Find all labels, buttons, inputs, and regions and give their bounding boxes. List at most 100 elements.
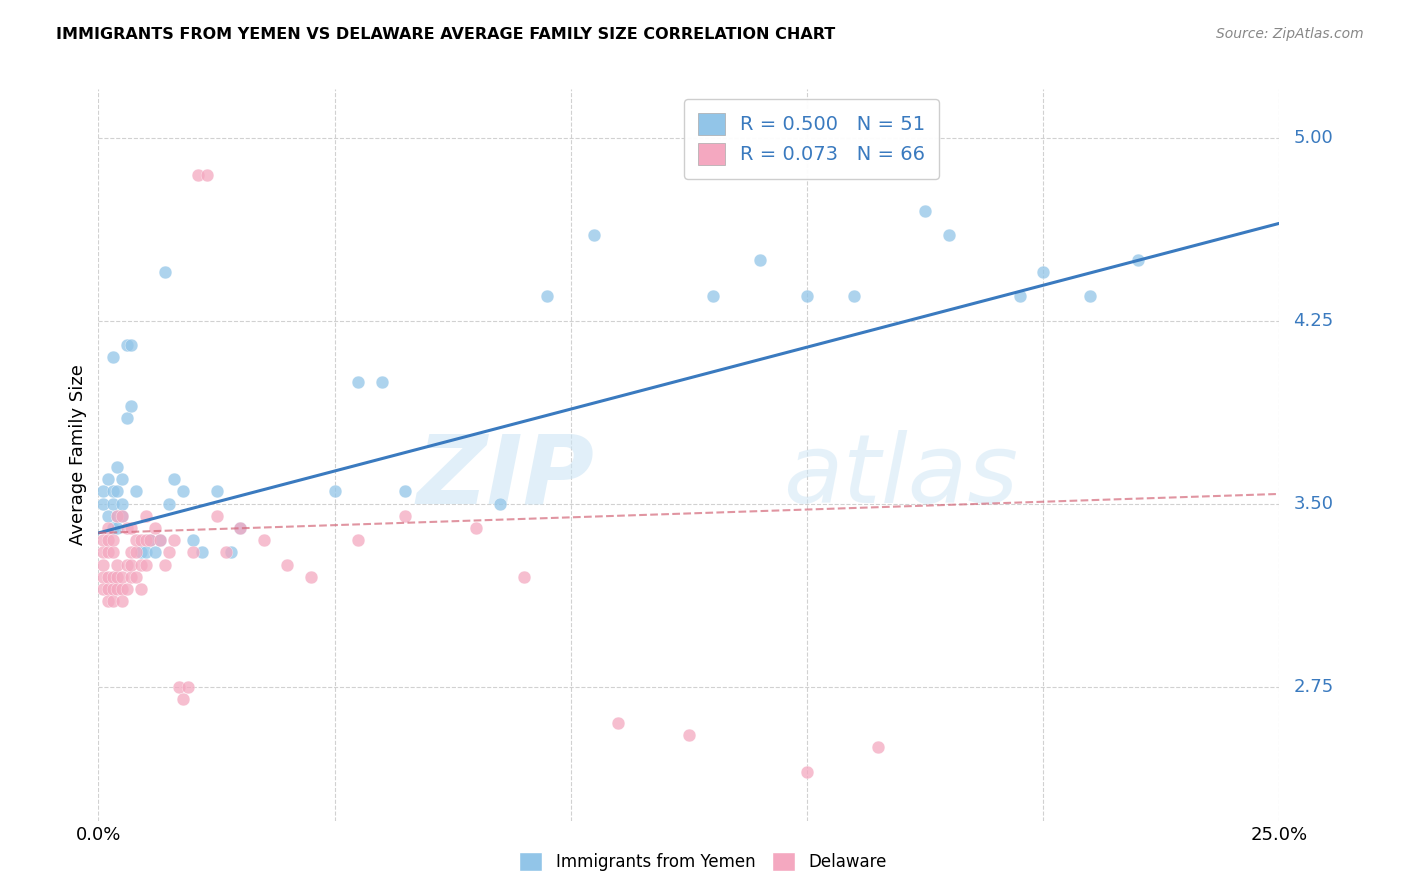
Point (105, 570, 128, 584)
Point (91, 570, 114, 584)
Point (105, 484, 128, 499)
Point (101, 533, 124, 548)
Point (172, 484, 194, 499)
Point (139, 533, 162, 548)
Point (205, 484, 228, 499)
Point (394, 508, 416, 523)
Point (938, 228, 960, 243)
Point (157, 545, 180, 559)
Point (97, 533, 120, 548)
Point (276, 558, 298, 572)
Point (125, 545, 148, 559)
Point (748, 252, 770, 267)
Text: IMMIGRANTS FROM YEMEN VS DELAWARE AVERAGE FAMILY SIZE CORRELATION CHART: IMMIGRANTS FROM YEMEN VS DELAWARE AVERAG… (56, 27, 835, 42)
Point (115, 582, 138, 596)
Point (465, 521, 488, 535)
Point (914, 204, 936, 219)
Point (157, 497, 180, 511)
Point (191, 545, 214, 559)
Legend: Immigrants from Yemen, Delaware: Immigrants from Yemen, Delaware (510, 843, 896, 880)
Point (105, 508, 128, 523)
Text: atlas: atlas (783, 430, 1018, 524)
Point (101, 484, 124, 499)
Point (844, 289, 866, 303)
Point (796, 764, 818, 779)
Point (187, 168, 209, 182)
Point (1080, 289, 1102, 303)
Point (135, 533, 157, 548)
Point (215, 545, 238, 559)
Point (105, 508, 128, 523)
Point (97, 570, 120, 584)
Point (101, 351, 124, 365)
Point (253, 533, 276, 548)
Point (91, 484, 114, 499)
Point (181, 545, 204, 559)
Point (101, 545, 124, 559)
Text: 4.25: 4.25 (1294, 312, 1334, 330)
Point (163, 533, 186, 548)
Point (167, 680, 190, 694)
Point (153, 265, 176, 279)
Y-axis label: Average Family Size: Average Family Size (69, 365, 87, 545)
Point (111, 497, 134, 511)
Point (91, 558, 114, 572)
Point (195, 168, 218, 182)
Point (111, 594, 134, 608)
Point (105, 460, 128, 475)
Point (105, 582, 128, 596)
Point (149, 533, 172, 548)
Point (121, 399, 143, 413)
Text: 2.75: 2.75 (1294, 678, 1334, 696)
Point (97, 594, 120, 608)
Legend: R = 0.500   N = 51, R = 0.073   N = 66: R = 0.500 N = 51, R = 0.073 N = 66 (683, 99, 939, 178)
Point (111, 508, 134, 523)
Point (607, 716, 630, 731)
Text: Source: ZipAtlas.com: Source: ZipAtlas.com (1216, 27, 1364, 41)
Point (229, 521, 252, 535)
Point (91, 582, 114, 596)
Point (163, 472, 186, 486)
Point (299, 570, 322, 584)
Point (97, 582, 120, 596)
Point (135, 508, 157, 523)
Text: 5.00: 5.00 (1294, 129, 1333, 147)
Point (97, 508, 120, 523)
Point (143, 545, 166, 559)
Point (866, 740, 889, 755)
Point (105, 521, 128, 535)
Point (111, 570, 134, 584)
Point (678, 728, 700, 742)
Text: ZIP: ZIP (416, 430, 595, 524)
Point (512, 570, 534, 584)
Point (149, 533, 172, 548)
Point (139, 533, 162, 548)
Point (536, 289, 558, 303)
Point (121, 521, 143, 535)
Point (121, 545, 143, 559)
Point (121, 570, 143, 584)
Point (181, 533, 204, 548)
Point (115, 521, 138, 535)
Point (129, 545, 152, 559)
Point (91, 545, 114, 559)
Text: 3.50: 3.50 (1294, 495, 1333, 513)
Point (219, 545, 242, 559)
Point (371, 375, 394, 389)
Point (97, 545, 120, 559)
Point (101, 594, 124, 608)
Point (702, 289, 724, 303)
Point (105, 558, 128, 572)
Point (129, 533, 152, 548)
Point (135, 558, 157, 572)
Point (1008, 289, 1031, 303)
Point (115, 338, 138, 352)
Point (101, 570, 124, 584)
Point (121, 558, 143, 572)
Point (111, 582, 134, 596)
Point (796, 289, 818, 303)
Point (125, 570, 148, 584)
Point (111, 472, 134, 486)
Point (177, 680, 200, 694)
Point (583, 228, 606, 243)
